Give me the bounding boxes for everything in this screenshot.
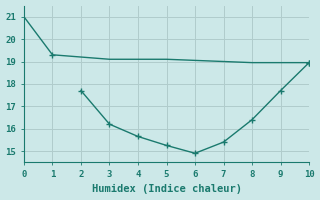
X-axis label: Humidex (Indice chaleur): Humidex (Indice chaleur) bbox=[92, 184, 242, 194]
